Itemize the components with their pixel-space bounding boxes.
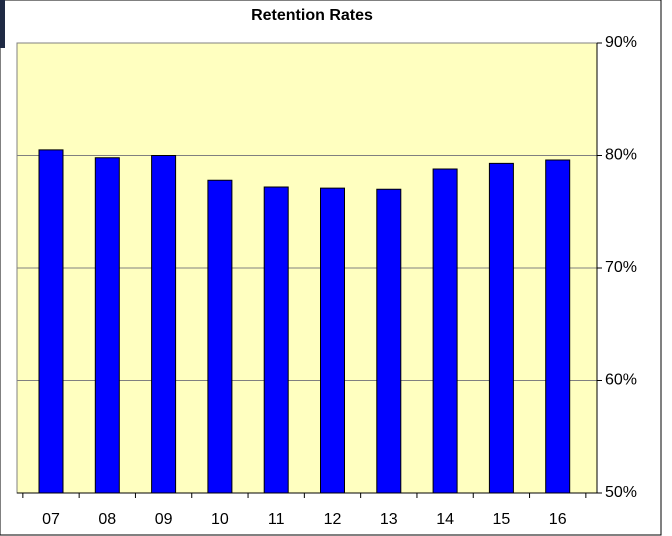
x-tick-label: 08 [98,511,116,528]
x-tick-label: 14 [436,511,454,528]
bar [376,188,402,494]
x-tick-label: 10 [211,511,229,528]
y-tick-label: 80% [605,147,637,164]
bar [38,149,64,494]
x-tick-label: 15 [493,511,511,528]
y-tick-label: 70% [605,259,637,276]
bar [263,186,289,494]
bar [432,168,458,494]
y-tick-label: 50% [605,484,637,501]
bar [207,179,233,494]
x-tick-label: 16 [549,511,567,528]
x-tick-label: 13 [380,511,398,528]
x-tick-label: 12 [324,511,342,528]
bar [488,162,514,494]
x-tick-label: 11 [268,511,285,528]
bar [94,157,120,494]
bar [151,155,177,494]
edge-strip [0,0,5,48]
chart-title: Retention Rates [251,7,373,24]
bar [320,187,345,494]
x-tick-label: 07 [42,511,60,528]
y-tick-label: 60% [605,372,637,389]
x-tick-label: 09 [155,511,173,528]
bar [545,159,571,494]
y-tick-label: 90% [605,34,637,51]
